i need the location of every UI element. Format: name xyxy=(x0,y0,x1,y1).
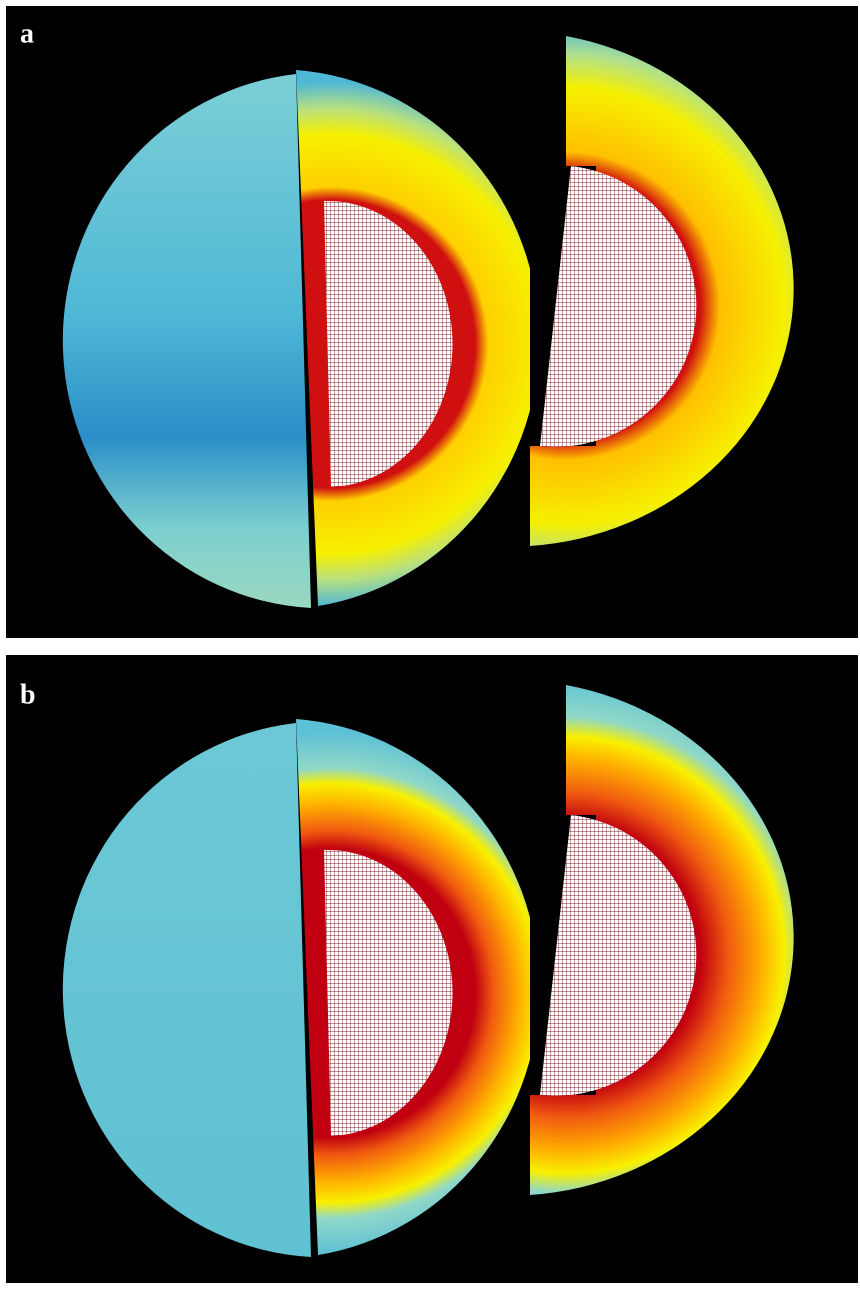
page: a b (() => { const data = JSON.parse(doc… xyxy=(0,0,860,1289)
panel: b xyxy=(6,655,858,1283)
panel-label: a xyxy=(20,18,34,49)
panel-label: b xyxy=(20,679,36,710)
figure: a b xyxy=(0,0,860,1289)
panel: a xyxy=(6,6,858,638)
